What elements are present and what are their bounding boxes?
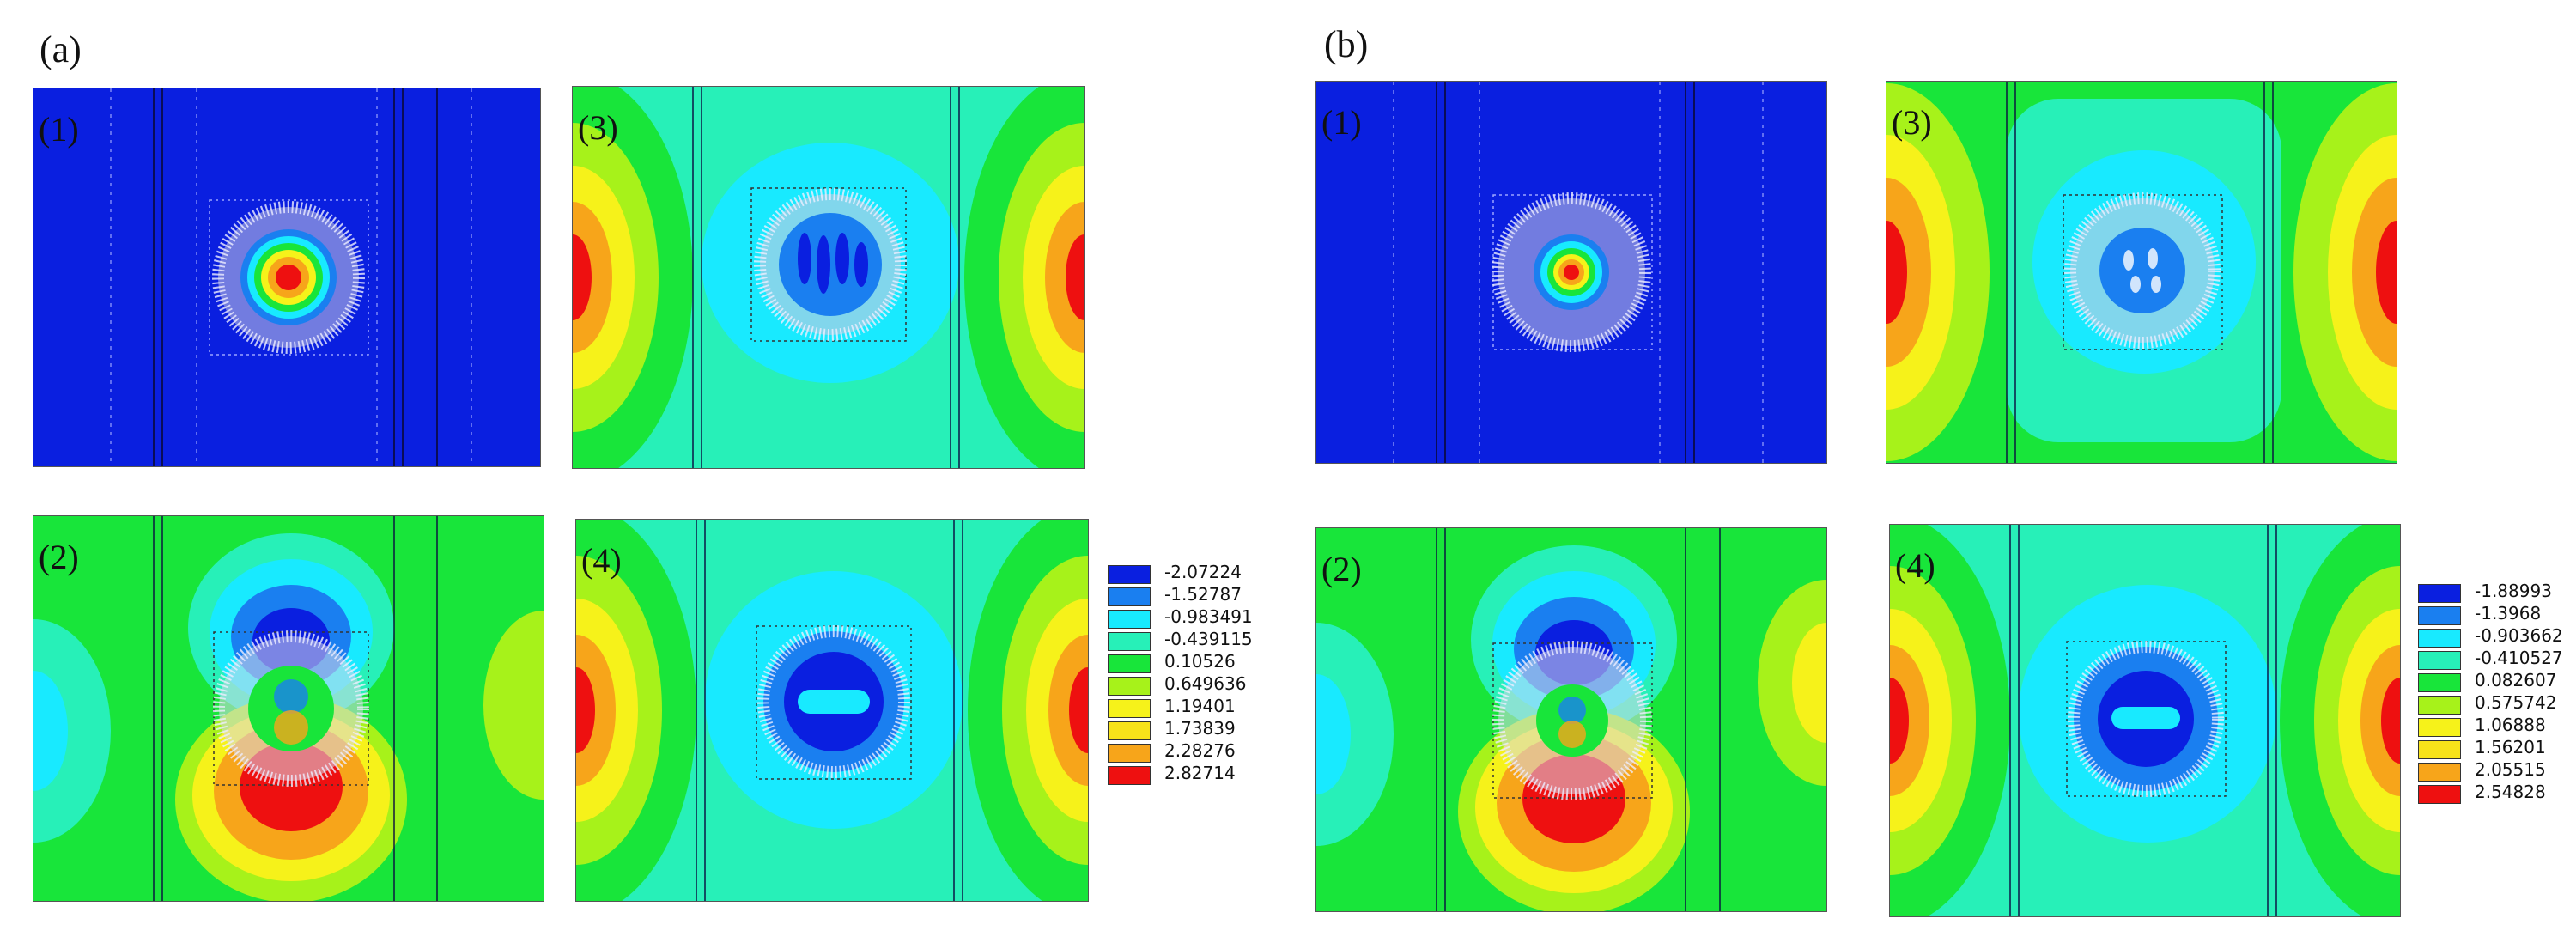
legend-value: 1.73839 xyxy=(1164,718,1236,739)
contour-panel-b2: (2) xyxy=(1315,527,1827,912)
legend-swatch xyxy=(1108,744,1151,763)
contour-panel-a3: (3) xyxy=(572,86,1085,469)
contour-plot xyxy=(1316,528,1826,911)
legend-value: -1.52787 xyxy=(1164,584,1242,605)
legend-swatch xyxy=(2418,673,2461,692)
panel-label: (4) xyxy=(581,541,622,580)
legend-swatch xyxy=(2418,718,2461,737)
legend-row: -1.52787 xyxy=(1108,584,1279,606)
panel-label: (4) xyxy=(1895,546,1935,585)
legend-swatch xyxy=(2418,696,2461,715)
legend-swatch xyxy=(2418,763,2461,782)
contour-panel-a1: (1) xyxy=(33,88,541,467)
legend-swatch xyxy=(1108,587,1151,606)
legend-swatch xyxy=(2418,740,2461,759)
contour-panel-a2: (2) xyxy=(33,515,544,902)
contour-plot xyxy=(33,88,540,466)
legend-swatch xyxy=(2418,606,2461,625)
legend-row: 1.73839 xyxy=(1108,718,1279,740)
legend-row: 0.575742 xyxy=(2418,692,2576,715)
legend-row: -0.410527 xyxy=(2418,648,2576,670)
legend-swatch xyxy=(1108,677,1151,696)
legend-value: 1.56201 xyxy=(2475,737,2546,757)
legend-value: 0.575742 xyxy=(2475,692,2557,713)
legend-row: -1.3968 xyxy=(2418,603,2576,625)
legend-swatch xyxy=(1108,610,1151,629)
legend-value: -0.439115 xyxy=(1164,629,1253,649)
legend-swatch xyxy=(1108,699,1151,718)
panel-label: (3) xyxy=(1892,103,1932,142)
legend-value: -0.410527 xyxy=(2475,648,2563,668)
legend-value: 2.54828 xyxy=(2475,782,2546,802)
legend-row: -0.439115 xyxy=(1108,629,1279,651)
legend-value: 1.06888 xyxy=(2475,715,2546,735)
legend-value: 0.082607 xyxy=(2475,670,2557,691)
legend-swatch xyxy=(2418,584,2461,603)
panel-label: (2) xyxy=(39,538,79,576)
contour-plot xyxy=(573,87,1084,468)
contour-panel-b1: (1) xyxy=(1315,81,1827,464)
legend-value: 1.19401 xyxy=(1164,696,1236,716)
group-label-a: (a) xyxy=(39,28,82,70)
legend-value: 0.649636 xyxy=(1164,673,1247,694)
legend-value: -2.07224 xyxy=(1164,562,1242,582)
legend-row: 2.28276 xyxy=(1108,740,1279,763)
contour-plot xyxy=(1316,82,1826,463)
panel-label: (3) xyxy=(578,108,618,147)
group-label-b: (b) xyxy=(1324,23,1369,65)
legend-swatch xyxy=(1108,632,1151,651)
legend-value: -1.3968 xyxy=(2475,603,2542,624)
legend-a: -2.07224 -1.52787 -0.983491 -0.439115 0.… xyxy=(1108,562,1279,797)
contour-plot xyxy=(33,516,544,901)
legend-value: 2.05515 xyxy=(2475,759,2546,780)
legend-row: 0.649636 xyxy=(1108,673,1279,696)
legend-row: 2.82714 xyxy=(1108,763,1279,785)
legend-value: -0.903662 xyxy=(2475,625,2563,646)
legend-row: 2.05515 xyxy=(2418,759,2576,782)
legend-value: -0.983491 xyxy=(1164,606,1253,627)
legend-value: 0.10526 xyxy=(1164,651,1236,672)
legend-swatch xyxy=(2418,651,2461,670)
legend-value: 2.28276 xyxy=(1164,740,1236,761)
contour-panel-b3: (3) xyxy=(1886,81,2397,464)
panel-label: (2) xyxy=(1321,550,1362,588)
legend-value: 2.82714 xyxy=(1164,763,1236,783)
legend-swatch xyxy=(1108,721,1151,740)
legend-swatch xyxy=(1108,654,1151,673)
legend-row: 1.56201 xyxy=(2418,737,2576,759)
legend-row: -0.983491 xyxy=(1108,606,1279,629)
legend-row: 1.06888 xyxy=(2418,715,2576,737)
legend-row: -2.07224 xyxy=(1108,562,1279,584)
legend-row: 2.54828 xyxy=(2418,782,2576,804)
legend-row: 1.19401 xyxy=(1108,696,1279,718)
contour-panel-b4: (4) xyxy=(1889,524,2401,917)
legend-b: -1.88993 -1.3968 -0.903662 -0.410527 0.0… xyxy=(2418,581,2576,816)
contour-plot xyxy=(1886,82,2397,463)
panel-label: (1) xyxy=(1321,103,1362,142)
legend-row: -1.88993 xyxy=(2418,581,2576,603)
legend-swatch xyxy=(1108,565,1151,584)
legend-row: 0.10526 xyxy=(1108,651,1279,673)
legend-swatch xyxy=(2418,785,2461,804)
legend-swatch xyxy=(1108,766,1151,785)
legend-row: -0.903662 xyxy=(2418,625,2576,648)
legend-row: 0.082607 xyxy=(2418,670,2576,692)
legend-value: -1.88993 xyxy=(2475,581,2552,601)
contour-plot xyxy=(576,520,1088,901)
contour-panel-a4: (4) xyxy=(575,519,1089,902)
panel-label: (1) xyxy=(39,110,79,149)
legend-swatch xyxy=(2418,629,2461,648)
contour-plot xyxy=(1890,525,2400,916)
